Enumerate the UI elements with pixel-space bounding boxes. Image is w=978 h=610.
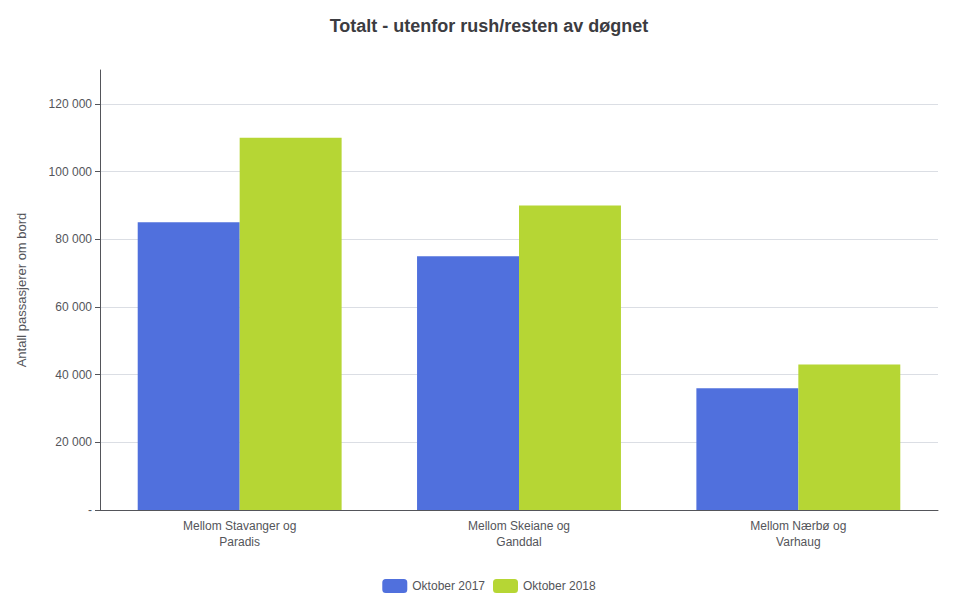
svg-text:Mellom Stavanger og: Mellom Stavanger og bbox=[183, 519, 296, 533]
svg-text:40 000: 40 000 bbox=[55, 368, 92, 382]
svg-text:-: - bbox=[88, 503, 92, 517]
svg-text:60 000: 60 000 bbox=[55, 300, 92, 314]
svg-text:Antall passasjerer om bord: Antall passasjerer om bord bbox=[14, 213, 29, 368]
svg-text:Totalt - utenfor rush/resten a: Totalt - utenfor rush/resten av døgnet bbox=[330, 16, 649, 36]
svg-text:100 000: 100 000 bbox=[49, 165, 93, 179]
svg-text:80 000: 80 000 bbox=[55, 232, 92, 246]
svg-text:Mellom Nærbø og: Mellom Nærbø og bbox=[750, 519, 846, 533]
svg-text:Oktober 2017: Oktober 2017 bbox=[412, 579, 485, 593]
svg-text:Oktober 2018: Oktober 2018 bbox=[523, 579, 596, 593]
svg-text:Ganddal: Ganddal bbox=[496, 535, 541, 549]
svg-text:Paradis: Paradis bbox=[219, 535, 260, 549]
svg-text:Mellom Skeiane og: Mellom Skeiane og bbox=[468, 519, 570, 533]
svg-text:Varhaug: Varhaug bbox=[776, 535, 820, 549]
svg-text:20 000: 20 000 bbox=[55, 435, 92, 449]
svg-text:120 000: 120 000 bbox=[49, 97, 93, 111]
